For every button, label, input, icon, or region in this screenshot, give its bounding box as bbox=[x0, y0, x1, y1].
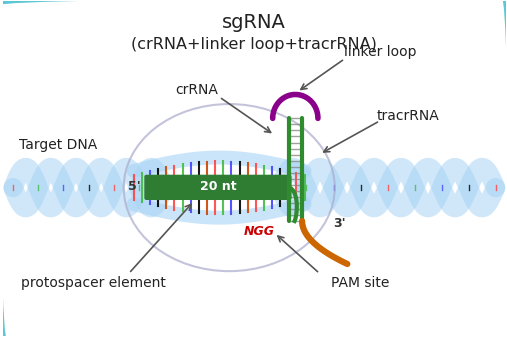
Text: 5': 5' bbox=[128, 180, 141, 193]
FancyBboxPatch shape bbox=[144, 175, 292, 200]
Text: protospacer element: protospacer element bbox=[21, 276, 166, 290]
Text: NGG: NGG bbox=[244, 225, 275, 238]
Text: sgRNA: sgRNA bbox=[223, 13, 286, 32]
Text: tracrRNA: tracrRNA bbox=[376, 109, 439, 123]
Text: crRNA: crRNA bbox=[175, 83, 218, 97]
Text: 3': 3' bbox=[334, 217, 346, 230]
Text: (crRNA+linker loop+tracrRNA): (crRNA+linker loop+tracrRNA) bbox=[131, 37, 377, 52]
Text: 20 nt: 20 nt bbox=[200, 180, 236, 193]
Text: PAM site: PAM site bbox=[331, 276, 389, 290]
Text: Target DNA: Target DNA bbox=[19, 137, 97, 152]
Text: linker loop: linker loop bbox=[344, 44, 416, 59]
